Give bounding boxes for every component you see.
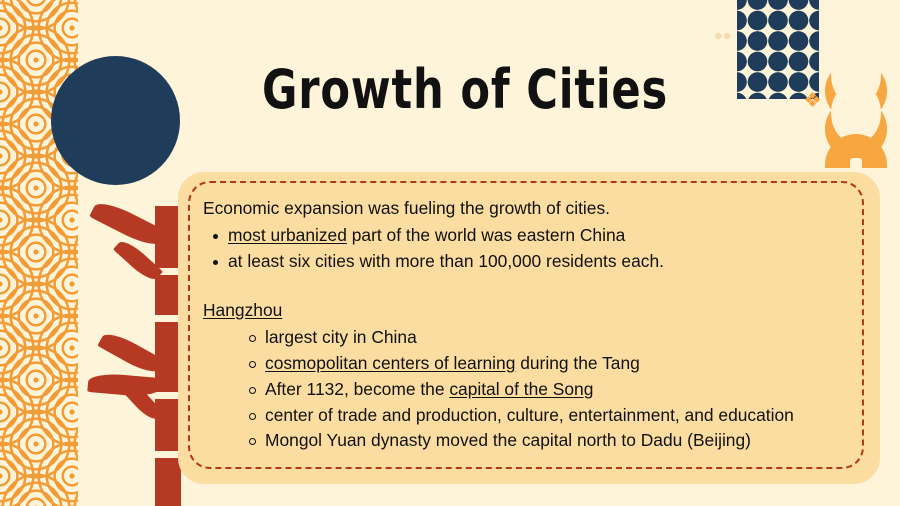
bullet-underlined-text: capital of the Song (449, 378, 594, 399)
list-item: largest city in China (203, 325, 869, 351)
bullet-text: After 1132, become the (265, 378, 450, 399)
list-item: most urbanized part of the world was eas… (203, 223, 869, 249)
content-card (178, 172, 880, 484)
bamboo-stalk-graphic (0, 196, 200, 506)
bullet-text: Mongol Yuan dynasty moved the capital no… (265, 430, 751, 451)
bamboo-segment (155, 458, 181, 506)
bullet-underlined-text: cosmopolitan centers of learning (265, 352, 516, 373)
list-item: Mongol Yuan dynasty moved the capital no… (203, 428, 869, 454)
list-item: cosmopolitan centers of learning during … (203, 351, 869, 377)
bullet-text: at least six cities with more than 100,0… (228, 250, 664, 271)
lead-paragraph: Economic expansion was fueling the growt… (203, 198, 610, 218)
wave-column (0, 0, 78, 506)
list-item: After 1132, become the capital of the So… (203, 377, 869, 403)
bullet-text: center of trade and production, culture,… (265, 404, 794, 425)
bullet-text-post: during the Tang (515, 352, 640, 373)
shippo-lattice-pattern (737, 0, 819, 99)
list-item: at least six cities with more than 100,0… (203, 249, 869, 275)
bullet-list-primary: most urbanized part of the world was eas… (203, 223, 869, 275)
section-heading: Hangzhou (203, 298, 869, 324)
section-heading-label: Hangzhou (203, 300, 283, 321)
page-title: Growth of Cities (261, 58, 669, 121)
bullet-list-secondary: largest city in China cosmopolitan cente… (203, 325, 869, 454)
bullet-underlined-text: most urbanized (228, 224, 347, 245)
seigaiha-wave-pattern (0, 0, 78, 506)
bullet-text: part of the world was eastern China (346, 224, 626, 245)
navy-circle-shape (51, 56, 180, 185)
bullet-text: largest city in China (265, 327, 417, 348)
diamond-dot-motif (804, 91, 821, 108)
content-body: Economic expansion was fueling the growt… (203, 196, 869, 454)
faint-decor-motif (714, 30, 736, 42)
list-item: center of trade and production, culture,… (203, 403, 869, 429)
bamboo-segment (155, 275, 181, 315)
